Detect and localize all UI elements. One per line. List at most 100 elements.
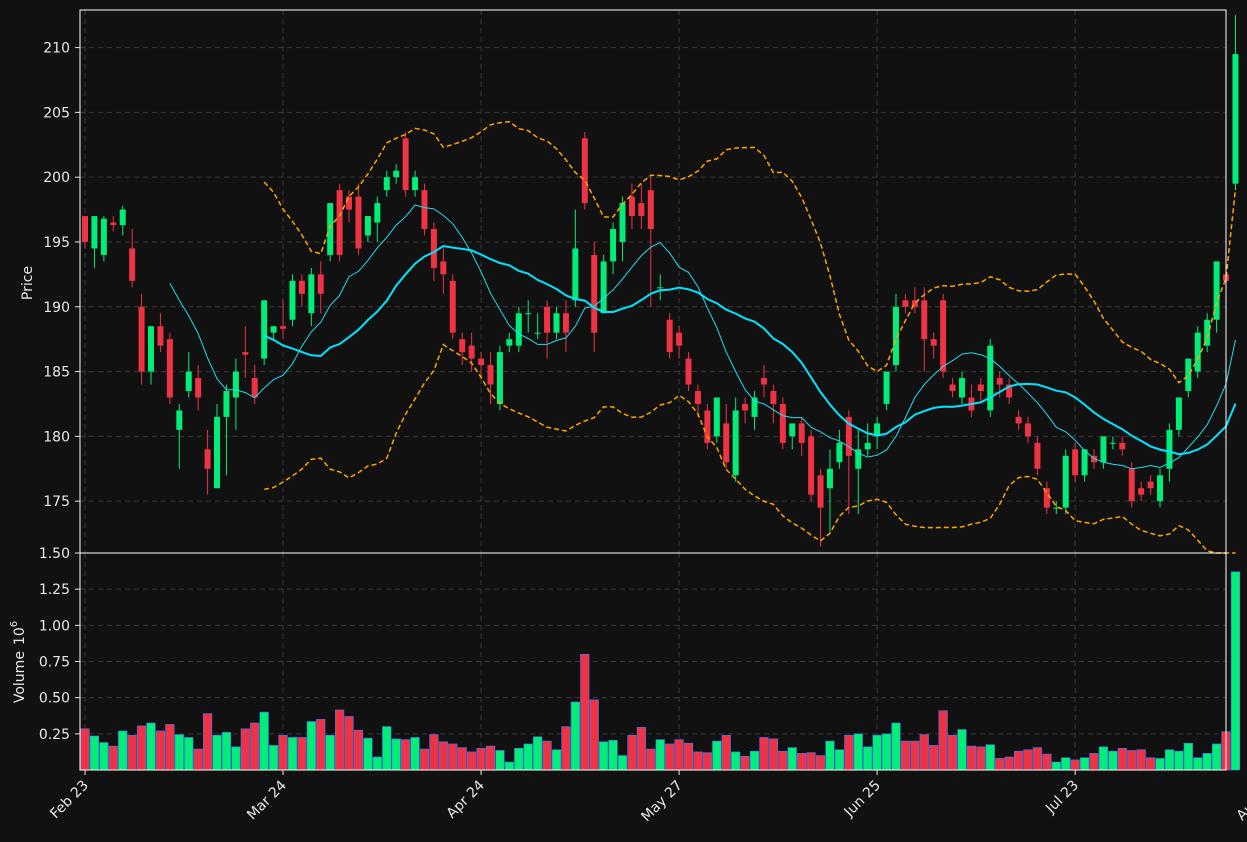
candle-up	[836, 442, 843, 463]
volume-bar-up	[749, 750, 760, 771]
candle-down	[1091, 455, 1098, 463]
price-axis-label: Price	[20, 266, 36, 300]
candle-up	[1062, 455, 1069, 508]
candle-up	[826, 468, 833, 489]
candle-up	[176, 410, 183, 430]
candle-down	[242, 352, 249, 355]
candle-down	[157, 326, 164, 346]
candle-up	[515, 313, 522, 346]
volume-bar-down	[646, 748, 656, 771]
price-tick-label: 205	[43, 105, 70, 121]
candle-down	[487, 365, 494, 385]
volume-bar-up	[1230, 571, 1241, 771]
volume-bar-down	[108, 745, 118, 771]
volume-bar-up	[372, 756, 382, 771]
candle-up	[185, 371, 192, 392]
candle-down	[336, 190, 343, 255]
candle-down	[817, 475, 824, 508]
volume-bar-down	[467, 751, 477, 771]
volume-bar-up	[1212, 743, 1222, 771]
candle-down	[977, 384, 984, 392]
volume-bar-down	[702, 752, 712, 771]
candle-down	[921, 300, 928, 340]
volume-bar-down	[1042, 753, 1052, 771]
candle-up	[1100, 436, 1107, 463]
volume-bar-down	[1004, 756, 1014, 771]
volume-axis-label-text: Volume	[12, 651, 28, 703]
volume-bar-down	[806, 752, 816, 771]
volume-bar-up	[363, 737, 373, 771]
candle-down	[704, 410, 711, 443]
volume-bar-down	[335, 709, 345, 771]
volume-bar-up	[523, 743, 533, 771]
volume-bar-down	[797, 753, 807, 771]
candle-down	[440, 261, 447, 275]
volume-bar-up	[891, 722, 901, 771]
candle-up	[987, 345, 994, 411]
candle-down	[1128, 468, 1135, 502]
volume-bar-down	[627, 734, 637, 771]
volume-bar-up	[731, 751, 741, 771]
volume-tick-label: 1.00	[39, 618, 70, 634]
candle-up	[364, 216, 371, 236]
candle-up	[525, 313, 532, 315]
volume-bar-down	[740, 755, 750, 771]
volume-bar-down	[947, 734, 958, 771]
volume-bar-down	[580, 653, 590, 771]
volume-tick-label: 0.25	[39, 727, 70, 743]
volume-bar-down	[344, 716, 354, 771]
candle-down	[1072, 449, 1079, 476]
volume-bar-down	[919, 734, 929, 771]
candle-up	[713, 397, 720, 437]
volume-bar-up	[834, 749, 844, 771]
candle-down	[798, 423, 805, 443]
volume-bar-down	[297, 737, 307, 771]
candle-up	[506, 339, 513, 346]
volume-bar-down	[1089, 753, 1099, 771]
candle-down	[317, 274, 324, 294]
volume-bar-down	[202, 713, 213, 771]
candle-up	[1232, 54, 1239, 184]
candle-up	[883, 371, 890, 404]
price-axis-ticks: 175 180 185 190 195 200 205 210	[43, 41, 80, 510]
volume-bar-up	[118, 730, 128, 771]
price-tick-label: 185	[43, 365, 70, 381]
volume-bar-up	[1193, 757, 1203, 771]
volume-bar-up	[1098, 746, 1109, 771]
volume-bar-down	[155, 730, 166, 771]
volume-axis-ticks: 0.25 0.50 0.75 1.00 1.25 1.50	[39, 546, 80, 743]
volume-bar-down	[1023, 749, 1033, 771]
candle-down	[949, 384, 956, 392]
volume-bar-up	[1174, 750, 1184, 771]
volume-bar-up	[287, 737, 298, 771]
volume-bar-down	[193, 748, 203, 771]
volume-bar-down	[636, 727, 646, 771]
candle-down	[346, 196, 353, 210]
volume-bar-down	[353, 729, 364, 771]
volume-bar-down	[542, 740, 552, 771]
volume-bar-down	[250, 722, 260, 771]
candle-down	[1147, 481, 1154, 489]
volume-bar-up	[99, 742, 109, 771]
candle-up	[789, 423, 796, 437]
candle-up	[855, 449, 862, 469]
candle-up	[383, 177, 390, 191]
price-tick-label: 210	[43, 41, 70, 57]
candle-up	[374, 203, 381, 223]
candle-down	[355, 196, 362, 249]
candle-up	[892, 306, 899, 366]
candle-down	[138, 306, 145, 372]
candle-up	[553, 313, 560, 333]
candle-down	[685, 358, 692, 385]
volume-bar-down	[910, 740, 920, 771]
volume-axis-label: Volume 106	[9, 621, 28, 703]
candle-down	[760, 378, 767, 385]
volume-bar-down	[316, 719, 326, 771]
candle-up	[1213, 261, 1220, 320]
volume-tick-label: 1.25	[39, 582, 70, 598]
candle-down	[1034, 442, 1041, 469]
candle-down	[204, 449, 211, 469]
candle-up	[148, 326, 155, 372]
candle-down	[430, 229, 437, 268]
volume-bar-down	[278, 734, 288, 771]
